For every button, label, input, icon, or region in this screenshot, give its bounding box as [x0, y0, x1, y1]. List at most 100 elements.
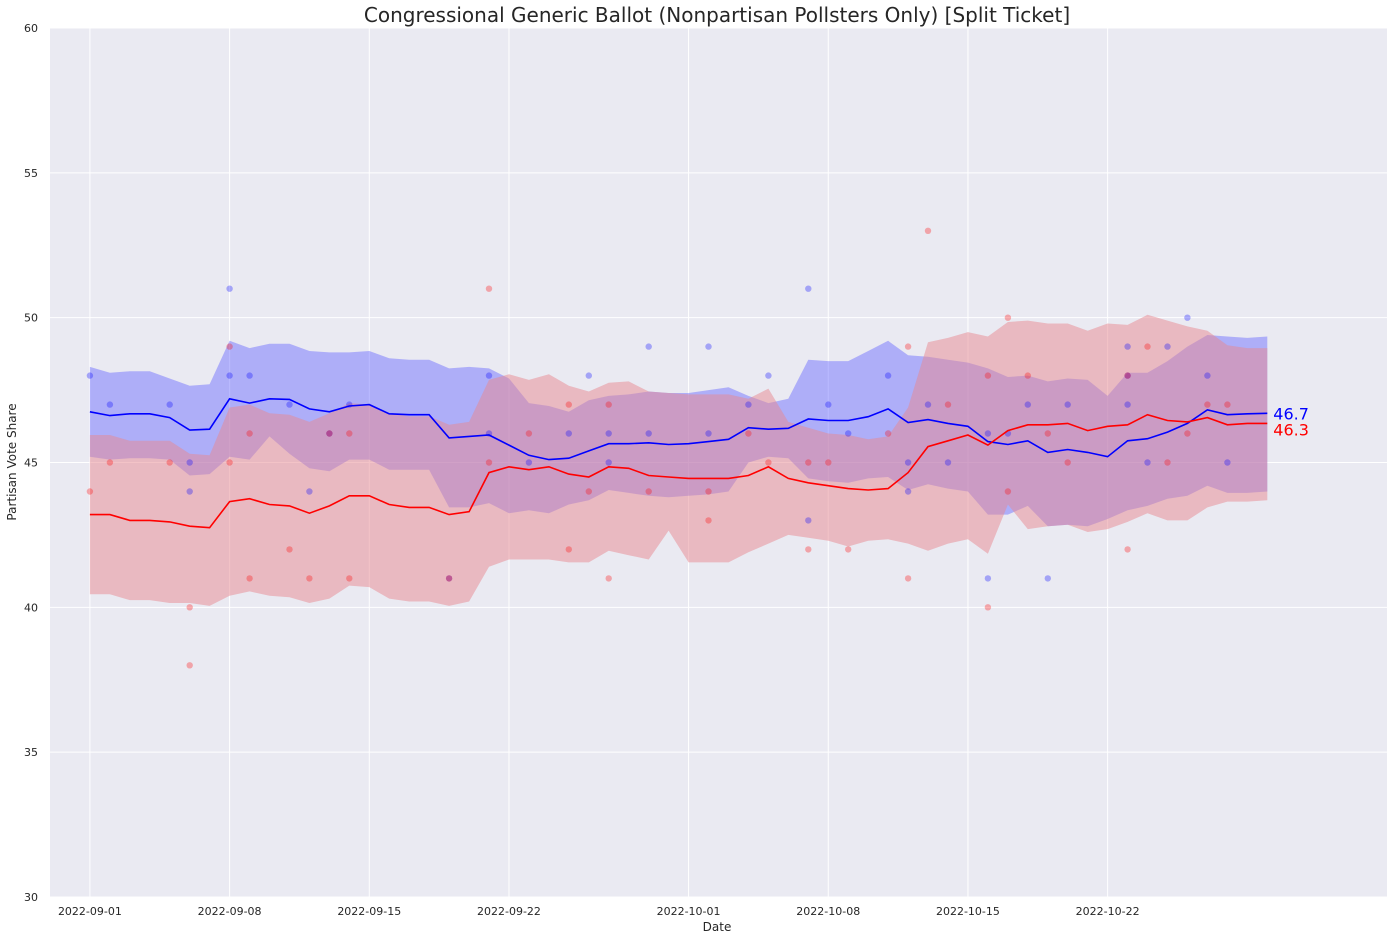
poll-point-series-2	[246, 575, 253, 582]
y-ticks: 30 35 40 45 50 55 60	[24, 22, 38, 904]
poll-point-series-2	[904, 343, 912, 350]
x-tick-label: 2022-10-15	[936, 905, 1000, 918]
poll-point-series-2	[605, 401, 612, 408]
poll-point-series-1	[1164, 343, 1171, 350]
poll-point-series-1	[904, 459, 912, 466]
x-tick-label: 2022-09-15	[337, 905, 401, 918]
x-tick-label: 2022-10-08	[796, 905, 860, 918]
poll-point-series-2	[984, 604, 992, 611]
poll-point-series-1	[166, 401, 173, 408]
poll-point-series-1	[226, 285, 233, 292]
poll-point-series-2	[565, 401, 572, 408]
poll-point-series-1	[645, 343, 652, 350]
poll-point-series-1	[645, 430, 652, 437]
poll-point-series-1	[1204, 372, 1211, 379]
poll-point-series-2	[306, 575, 313, 582]
poll-point-series-2	[186, 662, 193, 669]
poll-point-series-1	[445, 575, 453, 582]
poll-point-series-1	[485, 372, 493, 379]
poll-point-series-1	[745, 401, 752, 408]
y-tick-label: 40	[24, 601, 38, 614]
poll-point-series-2	[705, 517, 712, 524]
poll-points	[86, 227, 1231, 669]
poll-point-series-1	[565, 430, 572, 437]
poll-point-series-2	[605, 575, 612, 582]
poll-point-series-2	[1144, 343, 1151, 350]
poll-point-series-1	[306, 488, 313, 495]
y-tick-label: 60	[24, 22, 38, 35]
poll-point-series-2	[246, 430, 253, 437]
poll-point-series-1	[1184, 314, 1191, 321]
poll-point-series-1	[186, 459, 193, 466]
poll-point-series-1	[326, 430, 333, 437]
poll-point-series-2	[944, 401, 952, 408]
poll-point-series-2	[326, 430, 333, 437]
poll-point-series-1	[1064, 401, 1071, 408]
poll-point-series-1	[585, 372, 592, 379]
poll-point-series-2	[1064, 459, 1071, 466]
trend-line-series-1	[89, 397, 1268, 461]
poll-point-series-2	[286, 546, 293, 553]
poll-point-series-1	[705, 430, 712, 437]
x-tick-label: 2022-10-22	[1076, 905, 1140, 918]
poll-point-series-1	[1224, 459, 1231, 466]
poll-point-series-2	[1004, 488, 1012, 495]
poll-point-series-2	[845, 546, 852, 553]
poll-point-series-1	[246, 372, 253, 379]
poll-point-series-2	[825, 459, 832, 466]
poll-point-series-2	[1024, 372, 1032, 379]
poll-point-series-1	[1124, 401, 1131, 408]
poll-point-series-2	[485, 285, 493, 292]
poll-point-series-2	[226, 343, 233, 350]
poll-point-series-2	[186, 604, 193, 611]
poll-point-series-1	[805, 517, 812, 524]
x-tick-label: 2022-09-08	[198, 905, 262, 918]
poll-point-series-1	[286, 401, 293, 408]
poll-point-series-2	[1004, 314, 1012, 321]
y-tick-label: 35	[24, 746, 38, 759]
poll-point-series-2	[924, 227, 932, 234]
trend-lines	[89, 397, 1268, 529]
x-tick-label: 2022-10-01	[657, 905, 721, 918]
poll-point-series-2	[166, 459, 173, 466]
poll-point-series-2	[485, 459, 493, 466]
poll-point-series-2	[1204, 401, 1211, 408]
poll-point-series-2	[106, 459, 114, 466]
poll-point-series-2	[86, 488, 94, 495]
x-tick-label: 2022-09-22	[477, 905, 541, 918]
poll-point-series-2	[805, 546, 812, 553]
poll-point-series-2	[445, 575, 453, 582]
poll-point-series-2	[525, 430, 533, 437]
poll-point-series-2	[1044, 430, 1052, 437]
confidence-bands	[89, 314, 1268, 606]
poll-point-series-1	[884, 372, 892, 379]
poll-point-series-1	[86, 372, 94, 379]
y-tick-label: 50	[24, 312, 38, 325]
poll-point-series-1	[186, 488, 193, 495]
poll-point-series-2	[705, 488, 712, 495]
poll-point-series-2	[884, 430, 892, 437]
poll-point-series-2	[565, 546, 572, 553]
poll-point-series-2	[745, 430, 752, 437]
poll-point-series-1	[605, 459, 612, 466]
y-tick-label: 55	[24, 167, 38, 180]
poll-point-series-1	[1124, 372, 1131, 379]
poll-point-series-2	[226, 459, 233, 466]
poll-point-series-1	[904, 488, 912, 495]
poll-point-series-1	[605, 430, 612, 437]
poll-point-series-1	[805, 285, 812, 292]
poll-point-series-1	[1124, 343, 1131, 350]
poll-point-series-2	[805, 459, 812, 466]
poll-point-series-2	[1164, 459, 1171, 466]
poll-point-series-1	[705, 343, 712, 350]
y-tick-label: 30	[24, 891, 38, 904]
poll-point-series-1	[1044, 575, 1052, 582]
poll-point-series-2	[1224, 401, 1231, 408]
chart-title: Congressional Generic Ballot (Nonpartisa…	[364, 3, 1070, 27]
poll-point-series-1	[944, 459, 952, 466]
poll-point-series-2	[645, 488, 652, 495]
poll-point-series-2	[1184, 430, 1191, 437]
x-tick-label: 2022-09-01	[58, 905, 122, 918]
x-axis-label: Date	[703, 920, 732, 934]
